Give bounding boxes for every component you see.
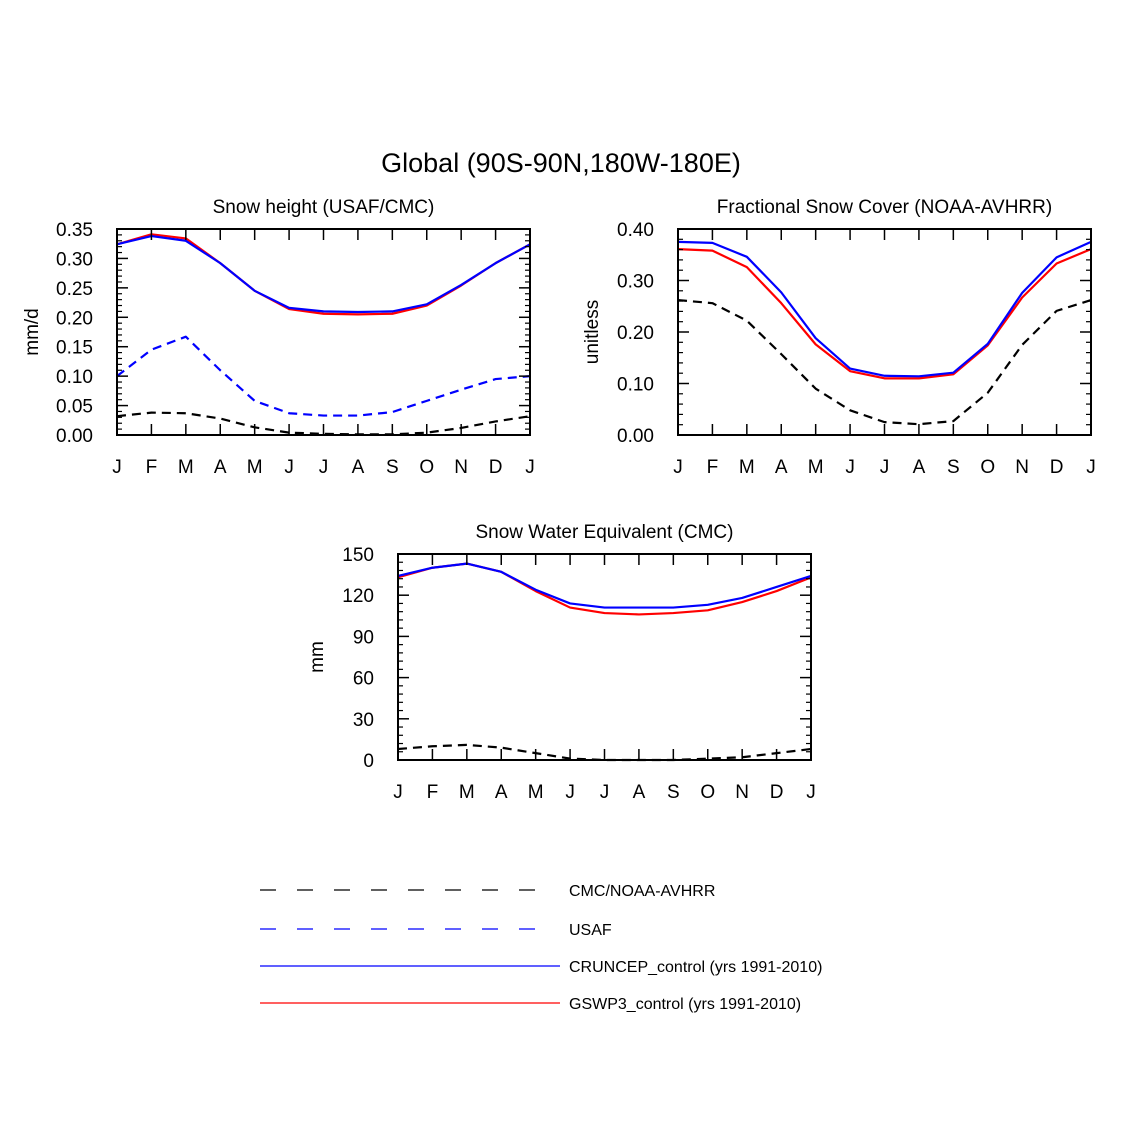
x-tick-label: S	[947, 457, 960, 478]
series-line-1	[677, 298, 1092, 426]
x-tick-label: M	[528, 782, 544, 803]
legend-label-2: USAF	[569, 922, 612, 939]
x-tick-label: A	[775, 457, 788, 478]
x-tick-label: A	[495, 782, 508, 803]
chart-panel-3: Snow Water Equivalent (CMC)mmJ F M A M J J A S O N…	[307, 522, 816, 803]
x-tick-label: D	[1050, 457, 1064, 478]
y-tick-label: 0.00	[56, 426, 93, 447]
chart-title: Fractional Snow Cover (NOAA-AVHRR)	[717, 197, 1052, 218]
y-tick-label: 120	[342, 586, 374, 607]
y-tick-label: 0.10	[617, 375, 654, 396]
series-line-3	[677, 240, 1092, 378]
x-tick-label: O	[700, 782, 715, 803]
y-tick-label: 0.35	[56, 220, 93, 241]
x-tick-label: J	[673, 457, 683, 478]
page-title: Global (90S-90N,180W-180E)	[381, 148, 741, 178]
x-tick-label: J	[880, 457, 890, 478]
y-tick-label: 0.30	[56, 249, 93, 270]
chart-title: Snow Water Equivalent (CMC)	[476, 522, 734, 543]
x-tick-label: S	[667, 782, 680, 803]
series-line-2	[116, 335, 531, 417]
x-tick-label: J	[112, 457, 122, 478]
x-tick-label: F	[146, 457, 158, 478]
y-tick-label: 0.00	[617, 426, 654, 447]
x-tick-label: J	[319, 457, 329, 478]
x-tick-label: D	[770, 782, 784, 803]
plot-frame	[677, 228, 1092, 436]
x-tick-label: J	[393, 782, 403, 803]
y-tick-label: 90	[353, 627, 374, 648]
y-tick-label: 0.20	[56, 308, 93, 329]
y-tick-label: 0.05	[56, 397, 93, 418]
x-tick-label: D	[489, 457, 503, 478]
y-axis-label: mm/d	[22, 308, 43, 356]
x-tick-label: M	[459, 782, 475, 803]
chart-panel-1: Snow height (USAF/CMC)mm/dJ F M A M J J A S O N D J0…	[22, 197, 535, 478]
y-axis-label: unitless	[582, 300, 603, 364]
y-tick-label: 0.25	[56, 279, 93, 300]
x-tick-label: M	[808, 457, 824, 478]
x-tick-label: J	[1086, 457, 1096, 478]
x-tick-label: A	[352, 457, 365, 478]
x-tick-label: O	[419, 457, 434, 478]
chart-panel-2: Fractional Snow Cover (NOAA-AVHRR) unitle…	[582, 197, 1096, 478]
x-tick-label: J	[565, 782, 575, 803]
y-tick-label: 0.20	[617, 323, 654, 344]
y-tick-label: 60	[353, 669, 374, 690]
x-tick-label: N	[454, 457, 468, 478]
y-tick-label: 0	[363, 751, 374, 772]
y-tick-label: 0.10	[56, 367, 93, 388]
legend-label-1: CMC/NOAA-AVHRR	[569, 883, 715, 900]
x-tick-label: N	[1015, 457, 1029, 478]
y-tick-label: 0.30	[617, 272, 654, 293]
x-tick-label: A	[214, 457, 227, 478]
y-axis-label: mm	[307, 641, 328, 673]
x-tick-label: J	[845, 457, 855, 478]
y-tick-label: 0.40	[617, 220, 654, 241]
plot-frame	[116, 228, 531, 436]
series-line-3	[116, 233, 531, 316]
x-tick-label: F	[427, 782, 439, 803]
legend-label-3: CRUNCEP_control (yrs 1991-2010)	[569, 959, 822, 976]
series-line-2	[677, 247, 1092, 380]
x-tick-label: M	[739, 457, 755, 478]
x-tick-label: N	[735, 782, 749, 803]
legend-label-4: GSWP3_control (yrs 1991-2010)	[569, 996, 801, 1013]
x-tick-label: F	[707, 457, 719, 478]
y-tick-label: 150	[342, 545, 374, 566]
plot-frame	[397, 553, 812, 761]
series-line-4	[116, 234, 531, 314]
y-tick-label: 30	[353, 710, 374, 731]
x-tick-label: A	[913, 457, 926, 478]
x-tick-label: J	[600, 782, 610, 803]
x-tick-label: J	[806, 782, 816, 803]
chart-title: Snow height (USAF/CMC)	[213, 197, 435, 218]
x-tick-label: A	[633, 782, 646, 803]
x-tick-label: O	[980, 457, 995, 478]
y-tick-label: 0.15	[56, 338, 93, 359]
x-tick-label: M	[178, 457, 194, 478]
x-tick-label: J	[284, 457, 294, 478]
x-tick-label: S	[386, 457, 399, 478]
panels: Snow height (USAF/CMC)mm/dJ F M A M J J A S O N D J0…	[22, 197, 1096, 803]
legend: CMC/NOAA-AVHRR USAF CRUNCEP_control (yrs 1…	[260, 883, 822, 1013]
x-tick-label: M	[247, 457, 263, 478]
x-tick-label: J	[525, 457, 535, 478]
